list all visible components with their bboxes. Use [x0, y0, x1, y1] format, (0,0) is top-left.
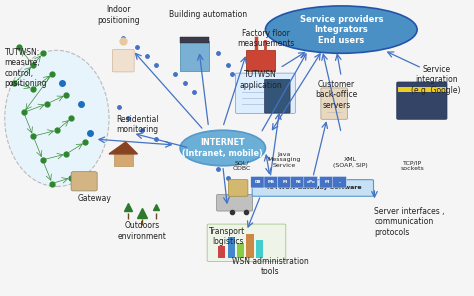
Text: M: M	[283, 180, 287, 184]
Text: Gateway: Gateway	[78, 194, 112, 203]
Text: Java
Messaging
Service: Java Messaging Service	[268, 152, 301, 168]
Text: Service providers
Integrators
End users: Service providers Integrators End users	[300, 15, 383, 44]
Text: INTERNET
(Intranet, mobile): INTERNET (Intranet, mobile)	[182, 138, 263, 158]
FancyBboxPatch shape	[252, 180, 374, 196]
Ellipse shape	[180, 130, 265, 166]
Text: WSN administration
tools: WSN administration tools	[232, 257, 309, 276]
Text: Customer
back-office
servers: Customer back-office servers	[315, 80, 358, 110]
Text: TUTWSN Gateway Software: TUTWSN Gateway Software	[264, 186, 361, 190]
Text: Transport
logistics: Transport logistics	[210, 227, 246, 247]
FancyBboxPatch shape	[277, 176, 291, 188]
FancyBboxPatch shape	[114, 154, 133, 166]
FancyBboxPatch shape	[71, 172, 97, 191]
FancyBboxPatch shape	[256, 240, 263, 258]
FancyBboxPatch shape	[217, 194, 253, 211]
FancyBboxPatch shape	[180, 41, 209, 71]
FancyBboxPatch shape	[207, 224, 286, 261]
Text: Residential
monitoring: Residential monitoring	[116, 115, 159, 134]
FancyBboxPatch shape	[291, 176, 304, 188]
Text: Server interfaces ,
communication
protocols: Server interfaces , communication protoc…	[374, 207, 445, 237]
FancyBboxPatch shape	[237, 243, 244, 258]
FancyBboxPatch shape	[398, 87, 446, 92]
Ellipse shape	[265, 6, 417, 53]
Text: Outdoors
environment: Outdoors environment	[118, 221, 167, 241]
Text: TCP/IP
sockets: TCP/IP sockets	[401, 160, 424, 171]
FancyBboxPatch shape	[397, 82, 447, 119]
FancyBboxPatch shape	[319, 176, 333, 188]
Text: ..: ..	[339, 180, 342, 184]
Text: M: M	[325, 180, 329, 184]
FancyBboxPatch shape	[251, 176, 264, 188]
FancyBboxPatch shape	[333, 176, 346, 188]
FancyBboxPatch shape	[180, 37, 209, 43]
FancyBboxPatch shape	[228, 180, 248, 196]
FancyBboxPatch shape	[246, 50, 275, 71]
FancyBboxPatch shape	[304, 176, 318, 188]
Text: RE: RE	[295, 180, 301, 184]
Text: SQL/
ODBC: SQL/ ODBC	[233, 160, 251, 171]
Text: Indoor
positioning: Indoor positioning	[97, 5, 140, 25]
FancyBboxPatch shape	[112, 49, 134, 72]
FancyBboxPatch shape	[246, 234, 254, 258]
FancyBboxPatch shape	[321, 88, 347, 119]
FancyBboxPatch shape	[236, 73, 295, 113]
Text: XML
(SOAP, SIP): XML (SOAP, SIP)	[333, 157, 368, 168]
Text: Service
integration
(e.g. Google): Service integration (e.g. Google)	[411, 65, 461, 95]
Text: Factory floor
measurements: Factory floor measurements	[237, 29, 294, 48]
Text: dPo: dPo	[307, 180, 316, 184]
Text: MS: MS	[268, 180, 275, 184]
Text: Building automation: Building automation	[170, 10, 247, 19]
FancyBboxPatch shape	[264, 79, 290, 113]
Text: DB: DB	[255, 180, 262, 184]
FancyBboxPatch shape	[228, 237, 235, 258]
Text: TUTWSN:
measure,
control,
positioning: TUTWSN: measure, control, positioning	[5, 48, 47, 88]
FancyBboxPatch shape	[218, 246, 225, 258]
Ellipse shape	[5, 50, 109, 186]
FancyBboxPatch shape	[264, 176, 278, 188]
Text: TUTWSN
application: TUTWSN application	[239, 70, 282, 90]
Polygon shape	[109, 142, 137, 154]
